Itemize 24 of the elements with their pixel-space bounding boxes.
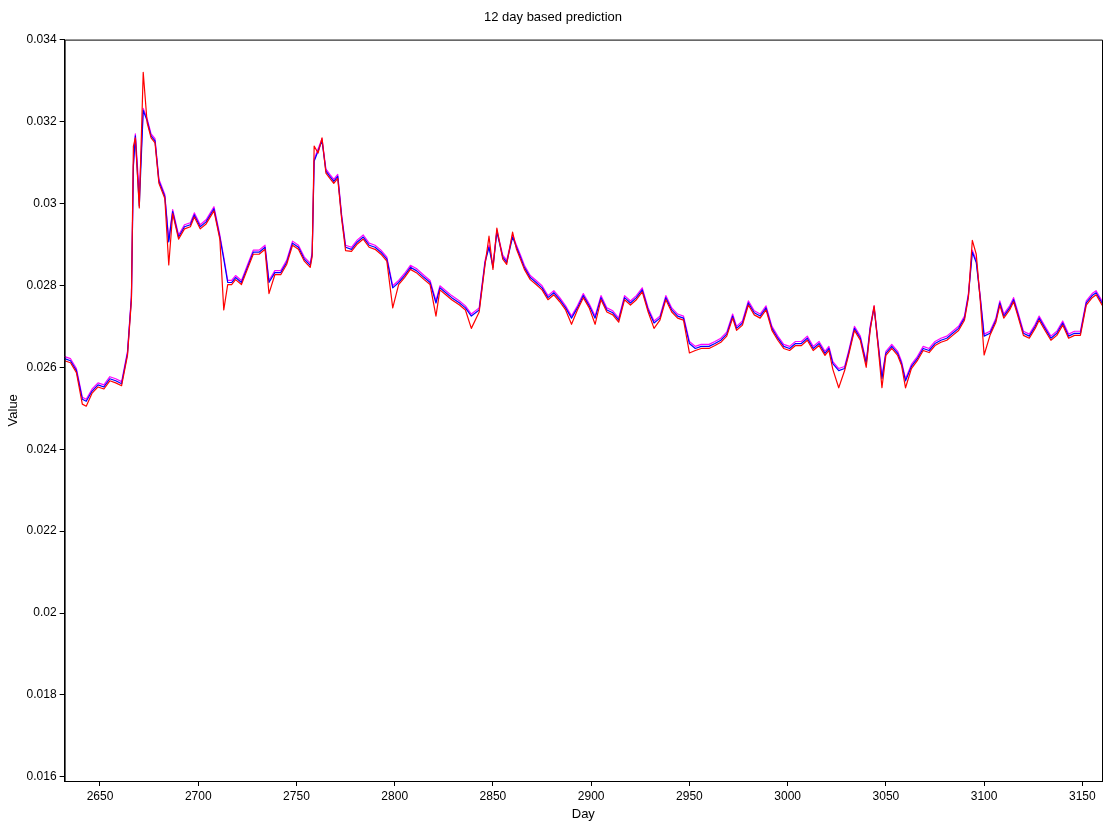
y-tick-label: 0.026 xyxy=(26,359,57,374)
x-tick-label: 3100 xyxy=(970,788,998,803)
y-tick-label: 0.032 xyxy=(26,113,57,128)
y-tick-label: 0.018 xyxy=(26,687,57,702)
x-tick-label: 2700 xyxy=(184,788,212,803)
x-axis-title: Day xyxy=(571,805,596,821)
x-tick-label: 3000 xyxy=(774,788,802,803)
chart-title: 12 day based prediction xyxy=(483,9,623,25)
x-tick-label: 3050 xyxy=(872,788,900,803)
x-tick-label: 2900 xyxy=(577,788,605,803)
y-axis-title: Value xyxy=(5,394,21,427)
x-tick-label: 2650 xyxy=(86,788,114,803)
x-tick-label: 3150 xyxy=(1069,788,1097,803)
x-tick-label: 2850 xyxy=(479,788,507,803)
y-tick-label: 0.03 xyxy=(33,195,57,210)
x-tick-label: 2950 xyxy=(676,788,704,803)
y-tick-label: 0.022 xyxy=(26,523,57,538)
y-tick-label: 0.02 xyxy=(33,605,57,620)
x-tick-label: 2800 xyxy=(381,788,409,803)
y-tick-label: 0.024 xyxy=(26,441,57,456)
y-tick-label: 0.028 xyxy=(26,277,57,292)
x-tick-label: 2750 xyxy=(283,788,311,803)
y-tick-label: 0.034 xyxy=(26,31,57,46)
y-tick-label: 0.016 xyxy=(26,769,57,784)
